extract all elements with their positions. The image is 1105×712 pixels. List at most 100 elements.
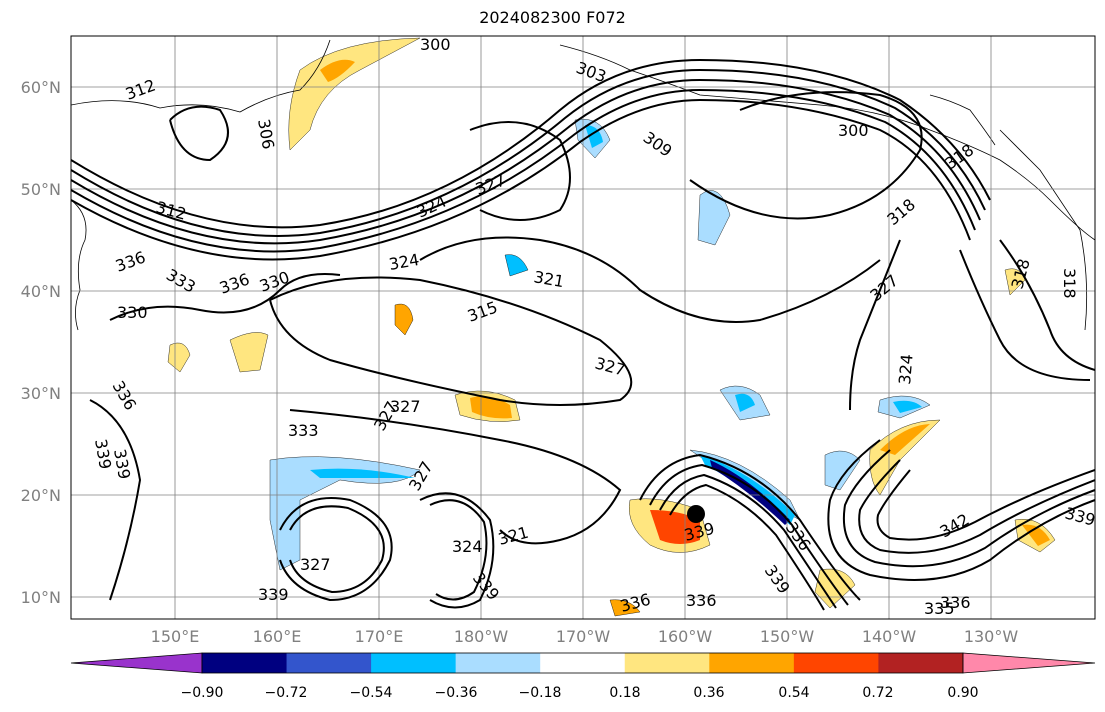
lon-label: 160°W	[658, 627, 713, 646]
lon-label: 130°W	[964, 627, 1019, 646]
shaded-fields	[167, 37, 1056, 617]
colorbar-tick-label: 0.54	[778, 685, 809, 701]
colorbar-tick-label: 0.18	[609, 685, 640, 701]
contour-line	[876, 469, 1095, 541]
contour-line	[269, 276, 633, 406]
contour-line	[429, 499, 488, 601]
storm-center-marker	[687, 505, 705, 523]
contour-line	[279, 497, 393, 602]
contour-line	[842, 449, 1095, 568]
shade-blob	[735, 393, 755, 412]
shade-blob	[585, 125, 603, 148]
colorbar-tick-label: −0.72	[265, 685, 308, 701]
contour-label: 300	[420, 35, 451, 54]
contour-label: 336	[940, 593, 971, 612]
contour-line	[639, 453, 861, 601]
contour-line	[659, 473, 837, 609]
colorbar-extension-high	[962, 652, 1096, 674]
contour-label: 327	[300, 555, 331, 574]
colorbar-ticks: −0.90 −0.72 −0.54 −0.36 −0.18 0.18 0.36 …	[181, 685, 979, 701]
shade-blob	[504, 254, 529, 277]
contour-line	[999, 239, 1095, 371]
colorbar-swatch	[878, 653, 964, 673]
contour-line	[419, 236, 881, 323]
shade-blob	[310, 468, 415, 478]
contour-line	[959, 249, 1091, 381]
contour-line	[71, 58, 991, 229]
contour-line	[689, 91, 923, 220]
contour-line	[419, 492, 495, 609]
colorbar-swatch	[455, 653, 541, 673]
shade-blob	[167, 342, 191, 373]
shade-blob	[269, 456, 421, 571]
colorbar-tick-label: −0.18	[519, 685, 562, 701]
lon-label: 180°W	[454, 627, 509, 646]
contour-label: 330	[117, 303, 148, 322]
contour-label: 318	[1060, 268, 1079, 299]
contour-label: 336	[686, 591, 717, 610]
contour-label: 333	[288, 421, 319, 440]
contour-line	[669, 483, 825, 611]
shade-blob	[650, 510, 700, 544]
colorbar-swatch	[793, 653, 879, 673]
colorbar-tick-label: 0.72	[862, 685, 893, 701]
colorbar-tick-label: −0.90	[181, 685, 224, 701]
shade-blob	[893, 400, 922, 413]
contour-line	[858, 459, 1095, 554]
lat-label: 10°N	[21, 588, 61, 607]
contour-line	[469, 121, 571, 221]
colorbar-frame	[201, 652, 964, 674]
contour-label: 335	[924, 599, 955, 618]
shade-blob	[288, 37, 421, 151]
shade-blob	[1022, 524, 1050, 546]
shade-blob	[824, 450, 861, 491]
map-frame	[70, 35, 1096, 620]
lat-label: 30°N	[21, 384, 61, 403]
shade-blob	[320, 59, 355, 82]
contour-label: 300	[838, 121, 869, 140]
contour-label: 339	[258, 585, 289, 604]
lat-label: 60°N	[21, 78, 61, 97]
contour-line	[827, 439, 1095, 581]
contour-line	[649, 463, 849, 606]
contour-label: 327	[390, 397, 421, 416]
contour-line	[71, 88, 976, 253]
chart-title: 2024082300 F072	[479, 8, 626, 27]
shade-blob	[470, 396, 512, 419]
contour-line	[849, 239, 901, 411]
lon-label: 170°W	[556, 627, 611, 646]
lon-label: 150°E	[151, 627, 200, 646]
gridlines	[71, 36, 1095, 619]
contour-label: 324	[895, 353, 917, 385]
lon-label: 140°W	[862, 627, 917, 646]
contour-line	[109, 273, 341, 321]
lon-axis: 150°E 160°E 170°E 180°W 170°W 160°W 150°…	[151, 627, 1019, 646]
lon-label: 170°E	[355, 627, 404, 646]
colorbar-tick-label: −0.54	[350, 685, 393, 701]
shade-blob	[880, 424, 930, 455]
colorbar-swatch	[540, 653, 626, 673]
colorbar-swatch	[286, 653, 372, 673]
lat-label: 40°N	[21, 282, 61, 301]
colorbar-tick-label: −0.36	[435, 685, 478, 701]
contour-line	[289, 505, 385, 594]
contour-line	[71, 98, 971, 261]
contour-line	[289, 409, 622, 545]
shade-blob	[229, 332, 269, 373]
colorbar-tick-label: 0.90	[947, 685, 978, 701]
lon-label: 160°E	[253, 627, 302, 646]
colorbar-swatch	[371, 653, 457, 673]
contour-line	[71, 78, 981, 245]
lat-axis: 60°N 50°N 40°N 30°N 20°N 10°N	[21, 78, 61, 607]
lat-label: 50°N	[21, 180, 61, 199]
lat-label: 20°N	[21, 486, 61, 505]
colorbar-extension-low	[70, 652, 203, 674]
colorbar-swatch	[202, 653, 288, 673]
colorbar-swatch	[624, 653, 710, 673]
contour-line	[169, 105, 229, 162]
colorbar	[70, 652, 1096, 674]
coastlines	[71, 39, 1095, 331]
lon-label: 150°W	[760, 627, 815, 646]
colorbar-tick-label: 0.36	[693, 685, 724, 701]
